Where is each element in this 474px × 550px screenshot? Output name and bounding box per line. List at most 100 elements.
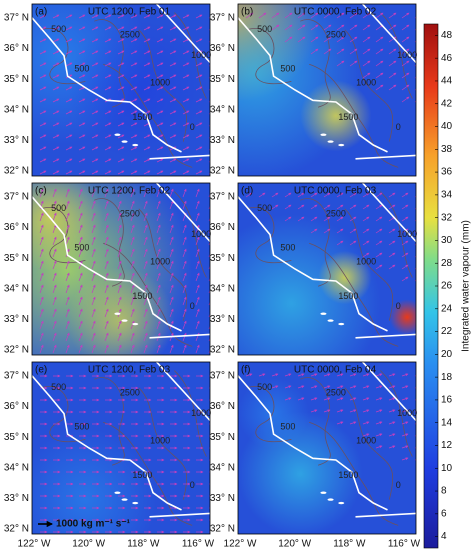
flux-arrow [78, 122, 86, 127]
contour [309, 63, 399, 168]
flux-arrow [130, 26, 138, 31]
lat-label: 35° N [210, 253, 235, 264]
flux-arrow [78, 284, 83, 294]
colorbar-tick-label: 12 [441, 440, 453, 451]
flux-arrow [297, 24, 306, 31]
flux-arrow [78, 188, 83, 198]
flux-arrow [297, 373, 305, 377]
flux-arrow [143, 344, 148, 354]
flux-arrow [169, 14, 177, 19]
flux-arrow [195, 38, 203, 43]
flux-arrow [336, 60, 345, 67]
flux-arrow [297, 385, 305, 389]
flux-arrow [182, 26, 190, 31]
flux-arrow [143, 170, 151, 175]
flux-arrow [195, 110, 203, 115]
flux-arrow [143, 332, 148, 342]
flux-arrow [323, 397, 331, 401]
flux-arrow [52, 110, 60, 115]
flux-arrow [208, 224, 210, 234]
flux-arrow [388, 228, 396, 234]
flux-arrow [349, 216, 357, 222]
flux-arrow [195, 320, 200, 330]
contour [138, 208, 188, 321]
flux-arrow [91, 236, 96, 246]
flux-arrow [208, 212, 210, 222]
state-border [156, 183, 210, 243]
flux-arrow [195, 248, 200, 258]
lat-label: 35° N [210, 432, 235, 443]
contour [380, 191, 413, 278]
intl-border [149, 512, 210, 518]
flux-arrow [117, 62, 125, 67]
flux-arrow [182, 344, 187, 354]
contour-label: 0 [190, 301, 195, 311]
flux-arrow [169, 86, 177, 91]
flux-arrow [52, 122, 60, 127]
flux-arrow [156, 188, 161, 198]
colorbar-tick-label: 20 [441, 349, 453, 360]
contour [300, 19, 331, 108]
flux-arrow [362, 433, 370, 437]
flux-arrow [258, 12, 267, 19]
flux-arrow [78, 14, 86, 19]
contour [246, 28, 292, 85]
flux-arrow [401, 445, 409, 449]
flux-arrow [143, 212, 148, 222]
flux-arrow [208, 344, 210, 354]
flux-arrow [117, 146, 125, 151]
flux-arrow [388, 24, 397, 31]
field-blob [389, 299, 416, 335]
flux-arrow [195, 158, 203, 163]
flux-arrow [401, 216, 409, 222]
flux-arrow [117, 134, 125, 139]
flux-arrow [336, 373, 344, 377]
flux-arrow [284, 192, 292, 198]
flux-arrow [208, 260, 210, 270]
flux-arrow [349, 228, 357, 234]
flux-arrow [39, 296, 44, 306]
coastline [238, 17, 388, 153]
colorbar-tick-label: 26 [441, 281, 453, 292]
flux-arrow [130, 98, 138, 103]
lon-label: 116° W [182, 539, 215, 550]
flux-arrow [349, 204, 357, 210]
flux-arrow [104, 236, 109, 246]
flux-arrow [362, 421, 370, 425]
flux-arrow [323, 204, 331, 210]
flux-arrow [156, 146, 164, 151]
flux-arrow [39, 110, 47, 115]
contour [138, 29, 188, 142]
contour-label: 1000 [150, 77, 170, 87]
contour-label: 1000 [150, 256, 170, 266]
flux-arrow [349, 192, 357, 198]
flux-arrow [195, 62, 203, 67]
contour [309, 242, 399, 347]
flux-arrow [117, 86, 125, 91]
flux-arrow [208, 248, 210, 258]
flux-arrow [401, 36, 410, 43]
flux-arrow [78, 146, 86, 151]
flux-arrow [130, 146, 138, 151]
flux-arrow [52, 14, 60, 19]
flux-arrow [39, 50, 47, 55]
panel-title: UTC 1200, Feb 01 [88, 7, 171, 18]
colorbar-tick-label: 18 [441, 372, 453, 383]
flux-arrow [52, 146, 60, 151]
flux-arrow [117, 212, 122, 222]
lat-label: 32° N [210, 345, 235, 356]
field-blob [67, 267, 175, 355]
coastline [238, 196, 388, 332]
flux-arrow [297, 204, 305, 210]
lat-label: 35° N [4, 253, 29, 264]
flux-arrow [78, 224, 83, 234]
flux-arrow [52, 158, 60, 163]
flux-arrow [91, 98, 99, 103]
panel-field [32, 362, 210, 534]
flux-arrow [349, 60, 358, 67]
flux-arrow [52, 212, 57, 222]
lat-label: 33° N [210, 135, 235, 146]
scale-label: 1000 kg m⁻¹ s⁻¹ [56, 519, 131, 530]
flux-arrow [297, 12, 306, 19]
flux-arrow [91, 272, 96, 282]
